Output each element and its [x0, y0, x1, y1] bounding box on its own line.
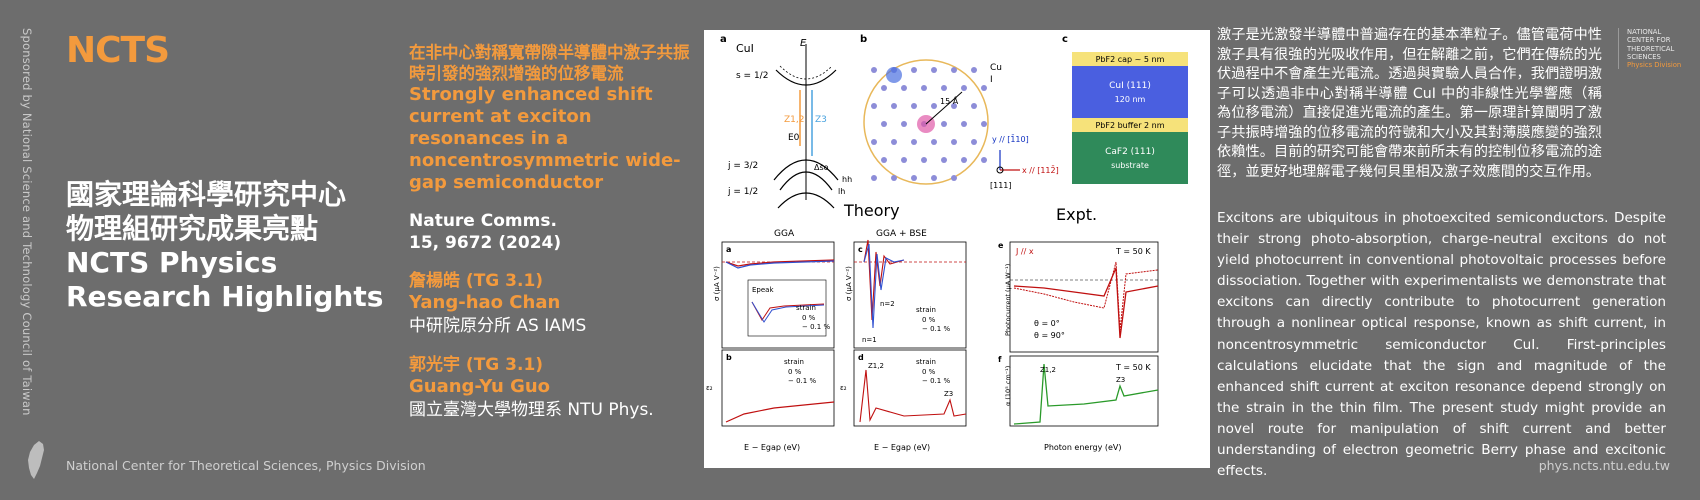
svg-text:strain: strain — [784, 358, 804, 366]
svg-text:J // x: J // x — [1015, 247, 1034, 256]
svg-text:s = 1/2: s = 1/2 — [736, 71, 768, 81]
website-url: phys.ncts.ntu.edu.tw — [1538, 458, 1670, 473]
svg-text:0 %: 0 % — [922, 368, 936, 376]
svg-text:PbF2 buffer 2 nm: PbF2 buffer 2 nm — [1095, 121, 1164, 130]
svg-text:n=1: n=1 — [862, 336, 877, 344]
paper-info: 在非中心對稱寬帶隙半導體中激子共振時引發的強烈增強的位移電流 Strongly … — [409, 42, 699, 422]
svg-text:− 0.1 %: − 0.1 % — [922, 377, 950, 385]
svg-text:0 %: 0 % — [922, 316, 936, 324]
svg-text:[111]: [111] — [990, 181, 1012, 190]
panel-b-label: b — [860, 34, 867, 45]
svg-text:Z1,2: Z1,2 — [1040, 366, 1056, 374]
svg-text:Z3: Z3 — [815, 115, 827, 125]
svg-text:σ (μA V⁻²): σ (μA V⁻²) — [845, 266, 853, 301]
svg-text:hh: hh — [842, 175, 852, 184]
svg-text:Z1,2: Z1,2 — [868, 362, 884, 370]
svg-text:Photocurrent (μA W⁻¹): Photocurrent (μA W⁻¹) — [1004, 264, 1012, 336]
svg-text:T = 50 K: T = 50 K — [1115, 247, 1151, 256]
svg-text:σ (μA V⁻²): σ (μA V⁻²) — [713, 266, 721, 301]
panel-a-label: a — [720, 34, 727, 45]
svg-text:0 %: 0 % — [788, 368, 802, 376]
svg-text:CaF2 (111): CaF2 (111) — [1105, 147, 1155, 157]
svg-text:15 Å: 15 Å — [940, 95, 959, 106]
svg-text:x // [112̄]: x // [112̄] — [1022, 165, 1059, 175]
taiwan-map-icon — [28, 441, 44, 479]
svg-text:y // [1̄10]: y // [1̄10] — [992, 134, 1029, 144]
svg-text:f: f — [998, 355, 1002, 364]
panel-c-label: c — [1062, 34, 1068, 45]
expt-label: Expt. — [1056, 205, 1097, 224]
svg-text:j = 3/2: j = 3/2 — [727, 161, 758, 171]
svg-text:strain: strain — [796, 304, 816, 312]
layer-stack: PbF2 cap ~ 5 nm CuI (111) 120 nm PbF2 bu… — [1072, 52, 1188, 184]
abstract-zh: 激子是光激發半導體中普遍存在的基本準粒子。儘管電荷中性激子具有很強的光吸收作用，… — [1217, 27, 1602, 180]
svg-text:Cu: Cu — [990, 63, 1002, 73]
svg-text:α (10⁵ cm⁻¹): α (10⁵ cm⁻¹) — [1004, 366, 1012, 406]
svg-text:GGA: GGA — [774, 229, 795, 239]
svg-text:n=2: n=2 — [880, 300, 895, 308]
svg-text:strain: strain — [916, 358, 936, 366]
theory-label: Theory — [843, 201, 900, 220]
svg-text:Δso: Δso — [814, 163, 829, 172]
lattice-diagram: 15 Å — [863, 59, 989, 185]
svg-text:c: c — [858, 245, 863, 254]
author-block: 詹楊皓 (TG 3.1) Yang-hao Chan 中研院原分所 AS IAM… — [409, 271, 587, 336]
svg-text:Epeak: Epeak — [752, 286, 774, 294]
svg-text:d: d — [858, 353, 864, 362]
svg-text:Z3: Z3 — [1116, 376, 1125, 384]
svg-text:b: b — [726, 353, 732, 362]
svg-text:a: a — [726, 245, 731, 254]
author-block: 郭光宇 (TG 3.1) Guang-Yu Guo 國立臺灣大學物理系 NTU … — [409, 355, 654, 420]
svg-text:− 0.1 %: − 0.1 % — [922, 325, 950, 333]
svg-text:PbF2 cap ~ 5 nm: PbF2 cap ~ 5 nm — [1096, 55, 1165, 64]
paper-title-en: Strongly enhanced shift current at excit… — [409, 84, 681, 193]
svg-text:lh: lh — [838, 187, 845, 196]
svg-text:GGA + BSE: GGA + BSE — [876, 229, 927, 239]
svg-text:e: e — [998, 241, 1004, 250]
svg-text:E0: E0 — [788, 133, 800, 143]
svg-text:T = 50 K: T = 50 K — [1115, 363, 1151, 372]
svg-text:substrate: substrate — [1111, 161, 1149, 170]
svg-text:strain: strain — [916, 306, 936, 314]
research-figure: a CuI E s = 1/2 Z1,2 Z3 E0 Δso hh lh j =… — [704, 30, 1210, 468]
abstract-en: Excitons are ubiquitous in photoexcited … — [1217, 210, 1666, 480]
page-title: 國家理論科學研究中心 物理組研究成果亮點 NCTS Physics Resear… — [66, 178, 384, 313]
svg-text:θ = 0°: θ = 0° — [1034, 319, 1060, 328]
svg-text:ε₂: ε₂ — [840, 384, 847, 392]
svg-text:0 %: 0 % — [802, 314, 816, 322]
svg-text:Photon energy (eV): Photon energy (eV) — [1044, 443, 1122, 452]
svg-text:Z3: Z3 — [944, 390, 953, 398]
sponsor-text: Sponsored by National Science and Techno… — [20, 28, 34, 416]
svg-text:E − Egap (eV): E − Egap (eV) — [874, 443, 930, 452]
ncts-logo: NCTS — [66, 30, 170, 71]
journal-citation: Nature Comms. 15, 9672 (2024) — [409, 211, 562, 253]
svg-text:120 nm: 120 nm — [1115, 95, 1146, 104]
ncts-side-logo: NATIONAL CENTER FOR THEORETICAL SCIENCES… — [1618, 28, 1681, 70]
svg-text:− 0.1 %: − 0.1 % — [802, 323, 830, 331]
svg-text:θ = 90°: θ = 90° — [1034, 331, 1065, 340]
svg-text:CuI: CuI — [736, 42, 754, 55]
svg-text:j = 1/2: j = 1/2 — [727, 187, 758, 197]
institution-footer: National Center for Theoretical Sciences… — [66, 458, 426, 473]
svg-text:CuI (111): CuI (111) — [1109, 81, 1151, 91]
paper-title-zh: 在非中心對稱寬帶隙半導體中激子共振時引發的強烈增強的位移電流 — [409, 43, 690, 83]
svg-text:E − Egap (eV): E − Egap (eV) — [744, 443, 800, 452]
svg-text:− 0.1 %: − 0.1 % — [788, 377, 816, 385]
svg-text:ε₂: ε₂ — [706, 384, 713, 392]
svg-text:E: E — [800, 38, 807, 49]
svg-text:I: I — [990, 75, 993, 85]
svg-text:Z1,2: Z1,2 — [784, 115, 804, 125]
